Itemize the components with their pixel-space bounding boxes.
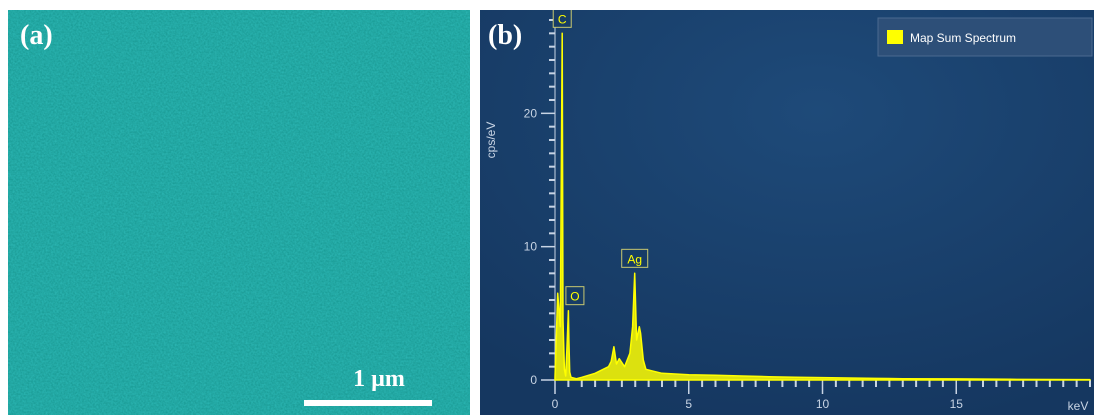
y-tick-label: 10 — [524, 240, 538, 254]
panel-a-label: (a) — [20, 20, 53, 51]
peak-label: C — [552, 10, 572, 28]
x-tick-label: 0 — [552, 397, 559, 411]
scale-bar-label: 1 µm — [353, 366, 405, 392]
peak-label-text: Ag — [627, 252, 642, 266]
panel-b-label: (b) — [488, 20, 523, 51]
peak-label: O — [565, 286, 585, 306]
x-tick-label: 5 — [685, 397, 692, 411]
eds-spectrum-panel: 0 10 20 0 5 10 15 keV cps/eV C O Ag Map Sum Spectr… — [480, 10, 1094, 415]
peak-label-text: C — [558, 12, 567, 26]
legend: Map Sum Spectrum — [877, 17, 1093, 57]
peak-label-box — [565, 286, 585, 306]
element-map-panel: (a) 1 µm — [8, 10, 470, 415]
y-tick-label: 0 — [530, 373, 537, 387]
chart-background — [480, 10, 1094, 415]
y-tick-label: 20 — [524, 106, 538, 120]
element-map-image — [8, 10, 470, 415]
legend-swatch — [887, 30, 903, 44]
peak-label: Ag — [621, 248, 649, 268]
x-axis-label: keV — [1068, 399, 1089, 413]
spectrum-series — [554, 32, 1091, 381]
x-tick-label: 10 — [816, 397, 830, 411]
scale-bar — [304, 400, 432, 406]
peak-label-box — [621, 248, 649, 268]
legend-label: Map Sum Spectrum — [910, 31, 1016, 45]
peak-label-box — [552, 10, 572, 28]
y-axis-label: cps/eV — [484, 122, 498, 159]
peak-label-text: O — [570, 290, 579, 304]
legend-box — [877, 17, 1093, 57]
x-tick-label: 15 — [950, 397, 964, 411]
eds-spectrum-chart: 0 10 20 0 5 10 15 keV cps/eV C O Ag Map Sum Spectr… — [480, 10, 1094, 415]
